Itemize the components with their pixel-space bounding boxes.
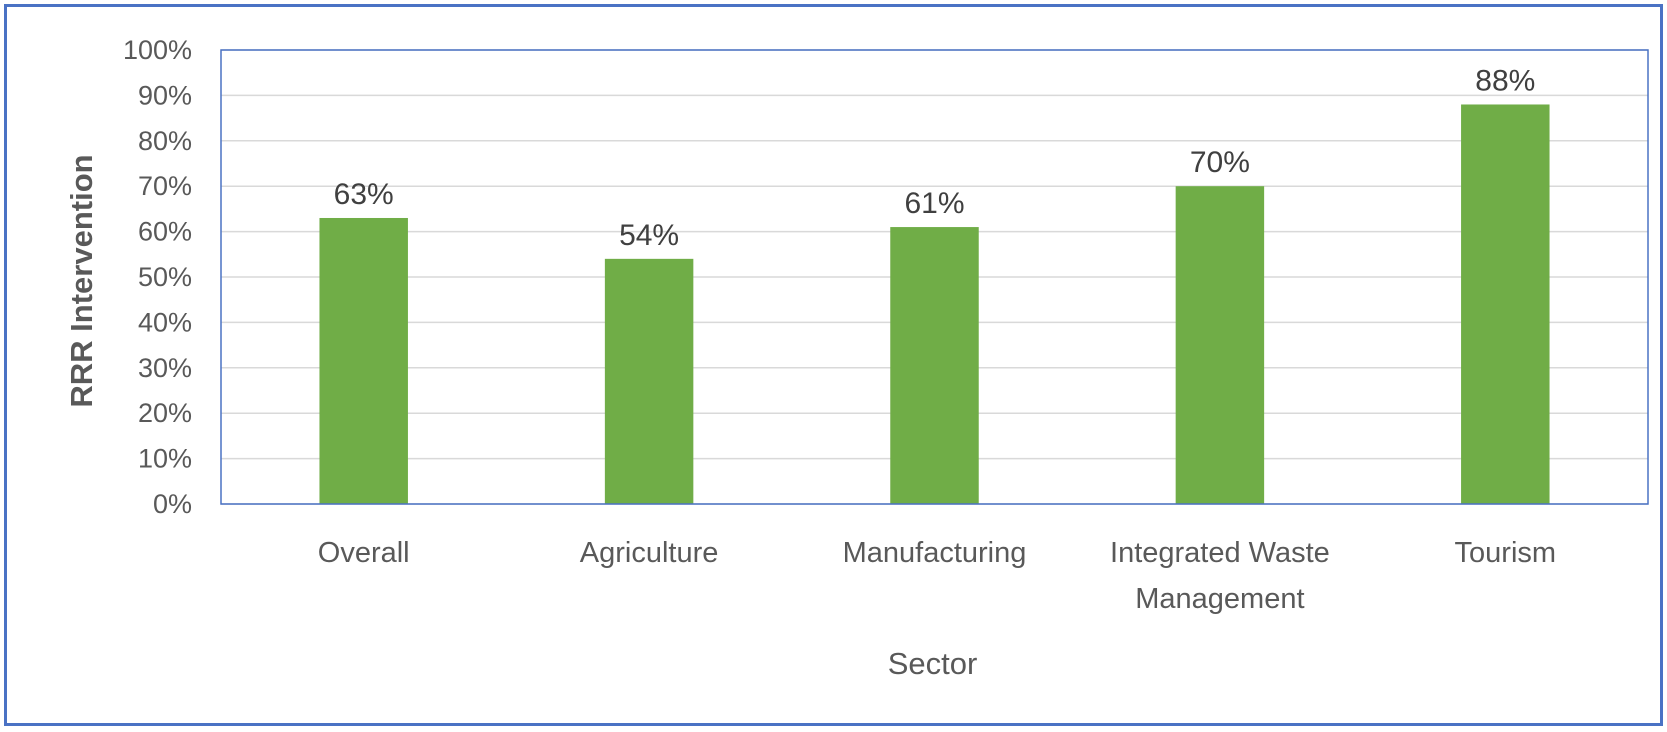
data-label: 63% [334, 178, 394, 211]
bar [604, 258, 694, 504]
y-tick-label: 40% [138, 307, 192, 337]
chart-frame [4, 4, 1663, 726]
x-category-label: Tourism [1455, 537, 1557, 569]
y-tick-label: 60% [138, 217, 192, 247]
y-axis-title: RRR Intervention [64, 154, 99, 407]
y-tick-label: 90% [138, 80, 192, 110]
x-category-label: Agriculture [580, 537, 719, 569]
x-category-label: Integrated Waste [1110, 537, 1330, 569]
bar [1461, 104, 1550, 504]
y-tick-label: 10% [138, 444, 192, 474]
y-tick-label: 80% [138, 126, 192, 156]
y-tick-labels: 0% 10% 20% 30% 40% 50% 60% 70% 80% 90% 100% [123, 35, 192, 519]
y-tick-label: 0% [153, 489, 192, 519]
y-tick-label: 20% [138, 398, 192, 428]
x-category-label: Overall [318, 537, 410, 569]
plot-area-border [220, 49, 1649, 505]
bar [1175, 186, 1265, 504]
bars [319, 104, 1550, 505]
x-category-labels: Overall Agriculture Manufacturing Integrate… [318, 537, 1556, 615]
data-label: 61% [904, 187, 964, 220]
y-tick-label: 50% [138, 262, 192, 292]
y-tick-label: 70% [138, 171, 192, 201]
y-tick-label: 100% [123, 35, 192, 65]
bar [319, 217, 408, 505]
data-label: 88% [1475, 64, 1535, 97]
bar [890, 227, 979, 504]
x-axis-title: Sector [888, 646, 978, 681]
y-tick-label: 30% [138, 353, 192, 383]
data-labels: 63% 54% 61% 70% 88% [334, 64, 1536, 251]
x-category-label: Management [1135, 583, 1304, 615]
x-category-label: Manufacturing [843, 537, 1027, 569]
data-label: 70% [1190, 146, 1250, 179]
data-label: 54% [619, 219, 679, 252]
